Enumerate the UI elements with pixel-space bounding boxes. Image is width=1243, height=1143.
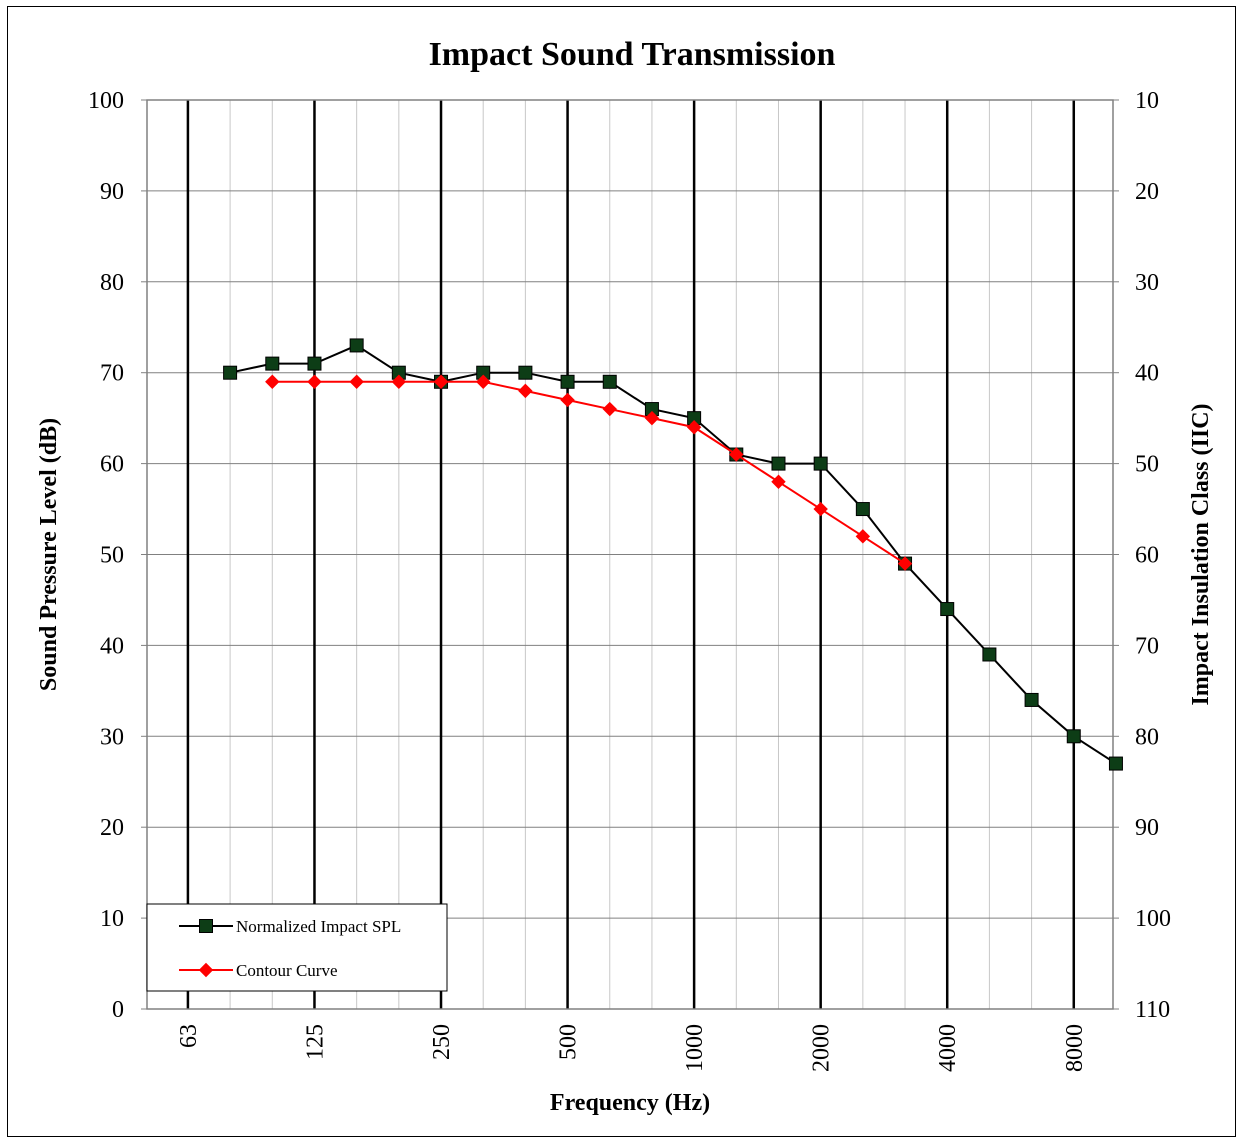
data-point: [307, 356, 322, 371]
y2-tick-label: 40: [1135, 361, 1159, 387]
x-tick-label: 63: [176, 1024, 202, 1048]
x-tick-label: 2000: [809, 1024, 835, 1072]
legend-marker: [199, 919, 213, 933]
y-axis-ticks: 0 10 20 30 40 50 60 70 80 90 100: [88, 88, 147, 1023]
y2-tick-label: 80: [1135, 724, 1159, 750]
x-tick-label: 1000: [682, 1024, 708, 1072]
series-line: [229, 344, 1117, 765]
legend-box: [146, 903, 448, 992]
y-tick-label: 10: [100, 906, 124, 932]
data-point: [391, 374, 407, 389]
y2-axis-label: Impact Insulation Class (IIC): [1188, 403, 1214, 705]
data-point: [686, 420, 702, 435]
y2-tick-label: 90: [1135, 815, 1159, 841]
data-point: [265, 374, 280, 389]
series-line: [272, 380, 906, 565]
x-tick-label: 250: [429, 1024, 455, 1060]
legend-marker: [198, 962, 214, 978]
legend-label: Normalized Impact SPL: [236, 917, 401, 936]
y-tick-label: 0: [112, 997, 124, 1023]
y-tick-label: 100: [88, 88, 124, 114]
data-point: [813, 501, 828, 517]
chart-svg: Impact Sound Transmission 0 10 20 30 40 50 60 7…: [36, 36, 1214, 1116]
data-point: [940, 602, 955, 617]
legend: Normalized Impact SPL Contour Curve: [146, 903, 448, 992]
y-tick-label: 50: [100, 543, 124, 569]
y2-tick-label: 30: [1135, 270, 1159, 296]
data-point: [560, 374, 575, 389]
data-point: [1024, 692, 1039, 707]
y2-tick-label: 50: [1135, 452, 1159, 478]
data-point: [602, 401, 617, 417]
data-point: [475, 374, 491, 389]
legend-entry: Normalized Impact SPL: [179, 917, 401, 936]
data-point: [349, 374, 364, 389]
y2-tick-label: 110: [1135, 997, 1170, 1023]
data-point: [771, 474, 786, 489]
data-point: [897, 556, 913, 571]
data-point: [855, 502, 870, 517]
data-point: [1066, 729, 1081, 744]
data-point: [223, 365, 238, 380]
y2-tick-label: 10: [1135, 88, 1159, 114]
y-tick-label: 70: [100, 361, 124, 387]
legend-entry: Contour Curve: [179, 961, 338, 980]
series-0: [223, 338, 1123, 771]
data-point: [771, 456, 786, 471]
y2-axis-ticks: 110 100 90 80 70 60 50 40 30 20 10: [1113, 88, 1171, 1023]
horizontal-gridlines: [147, 99, 1113, 1010]
data-point: [349, 338, 364, 353]
x-axis-label: Frequency (Hz): [550, 1090, 710, 1116]
x-axis-ticks: 63 125 250 500 1000 2000 4000 8000: [176, 1024, 1088, 1072]
data-point: [813, 456, 828, 471]
x-tick-label: 125: [302, 1024, 328, 1060]
legend-label: Contour Curve: [236, 961, 338, 980]
x-tick-label: 4000: [935, 1024, 961, 1072]
y-axis-label: Sound Pressure Level (dB): [36, 418, 62, 691]
y-tick-label: 30: [100, 724, 124, 750]
chart-frame: Impact Sound Transmission 0 10 20 30 40 50 60 7…: [7, 6, 1236, 1137]
y-tick-label: 80: [100, 270, 124, 296]
y-tick-label: 60: [100, 452, 124, 478]
major-gridlines: [186, 100, 1076, 1009]
data-point: [729, 447, 744, 462]
y-tick-label: 90: [100, 179, 124, 205]
data-point: [518, 383, 533, 399]
data-point: [560, 392, 575, 408]
y-tick-label: 20: [100, 815, 124, 841]
data-point: [982, 647, 997, 662]
data-point: [433, 374, 449, 389]
series-layer: [223, 338, 1123, 771]
data-point: [518, 365, 533, 380]
chart-title: Impact Sound Transmission: [429, 36, 836, 73]
y2-tick-label: 100: [1135, 906, 1171, 932]
x-tick-label: 8000: [1062, 1024, 1088, 1072]
y2-tick-label: 70: [1135, 633, 1159, 659]
data-point: [1108, 756, 1123, 771]
y2-tick-label: 20: [1135, 179, 1159, 205]
data-point: [855, 529, 871, 544]
series-1: [265, 374, 913, 571]
data-point: [602, 374, 617, 389]
data-point: [265, 356, 280, 371]
data-point: [644, 410, 660, 426]
y2-tick-label: 60: [1135, 543, 1159, 569]
y-tick-label: 40: [100, 633, 124, 659]
data-point: [307, 374, 322, 389]
x-tick-label: 500: [556, 1024, 582, 1060]
